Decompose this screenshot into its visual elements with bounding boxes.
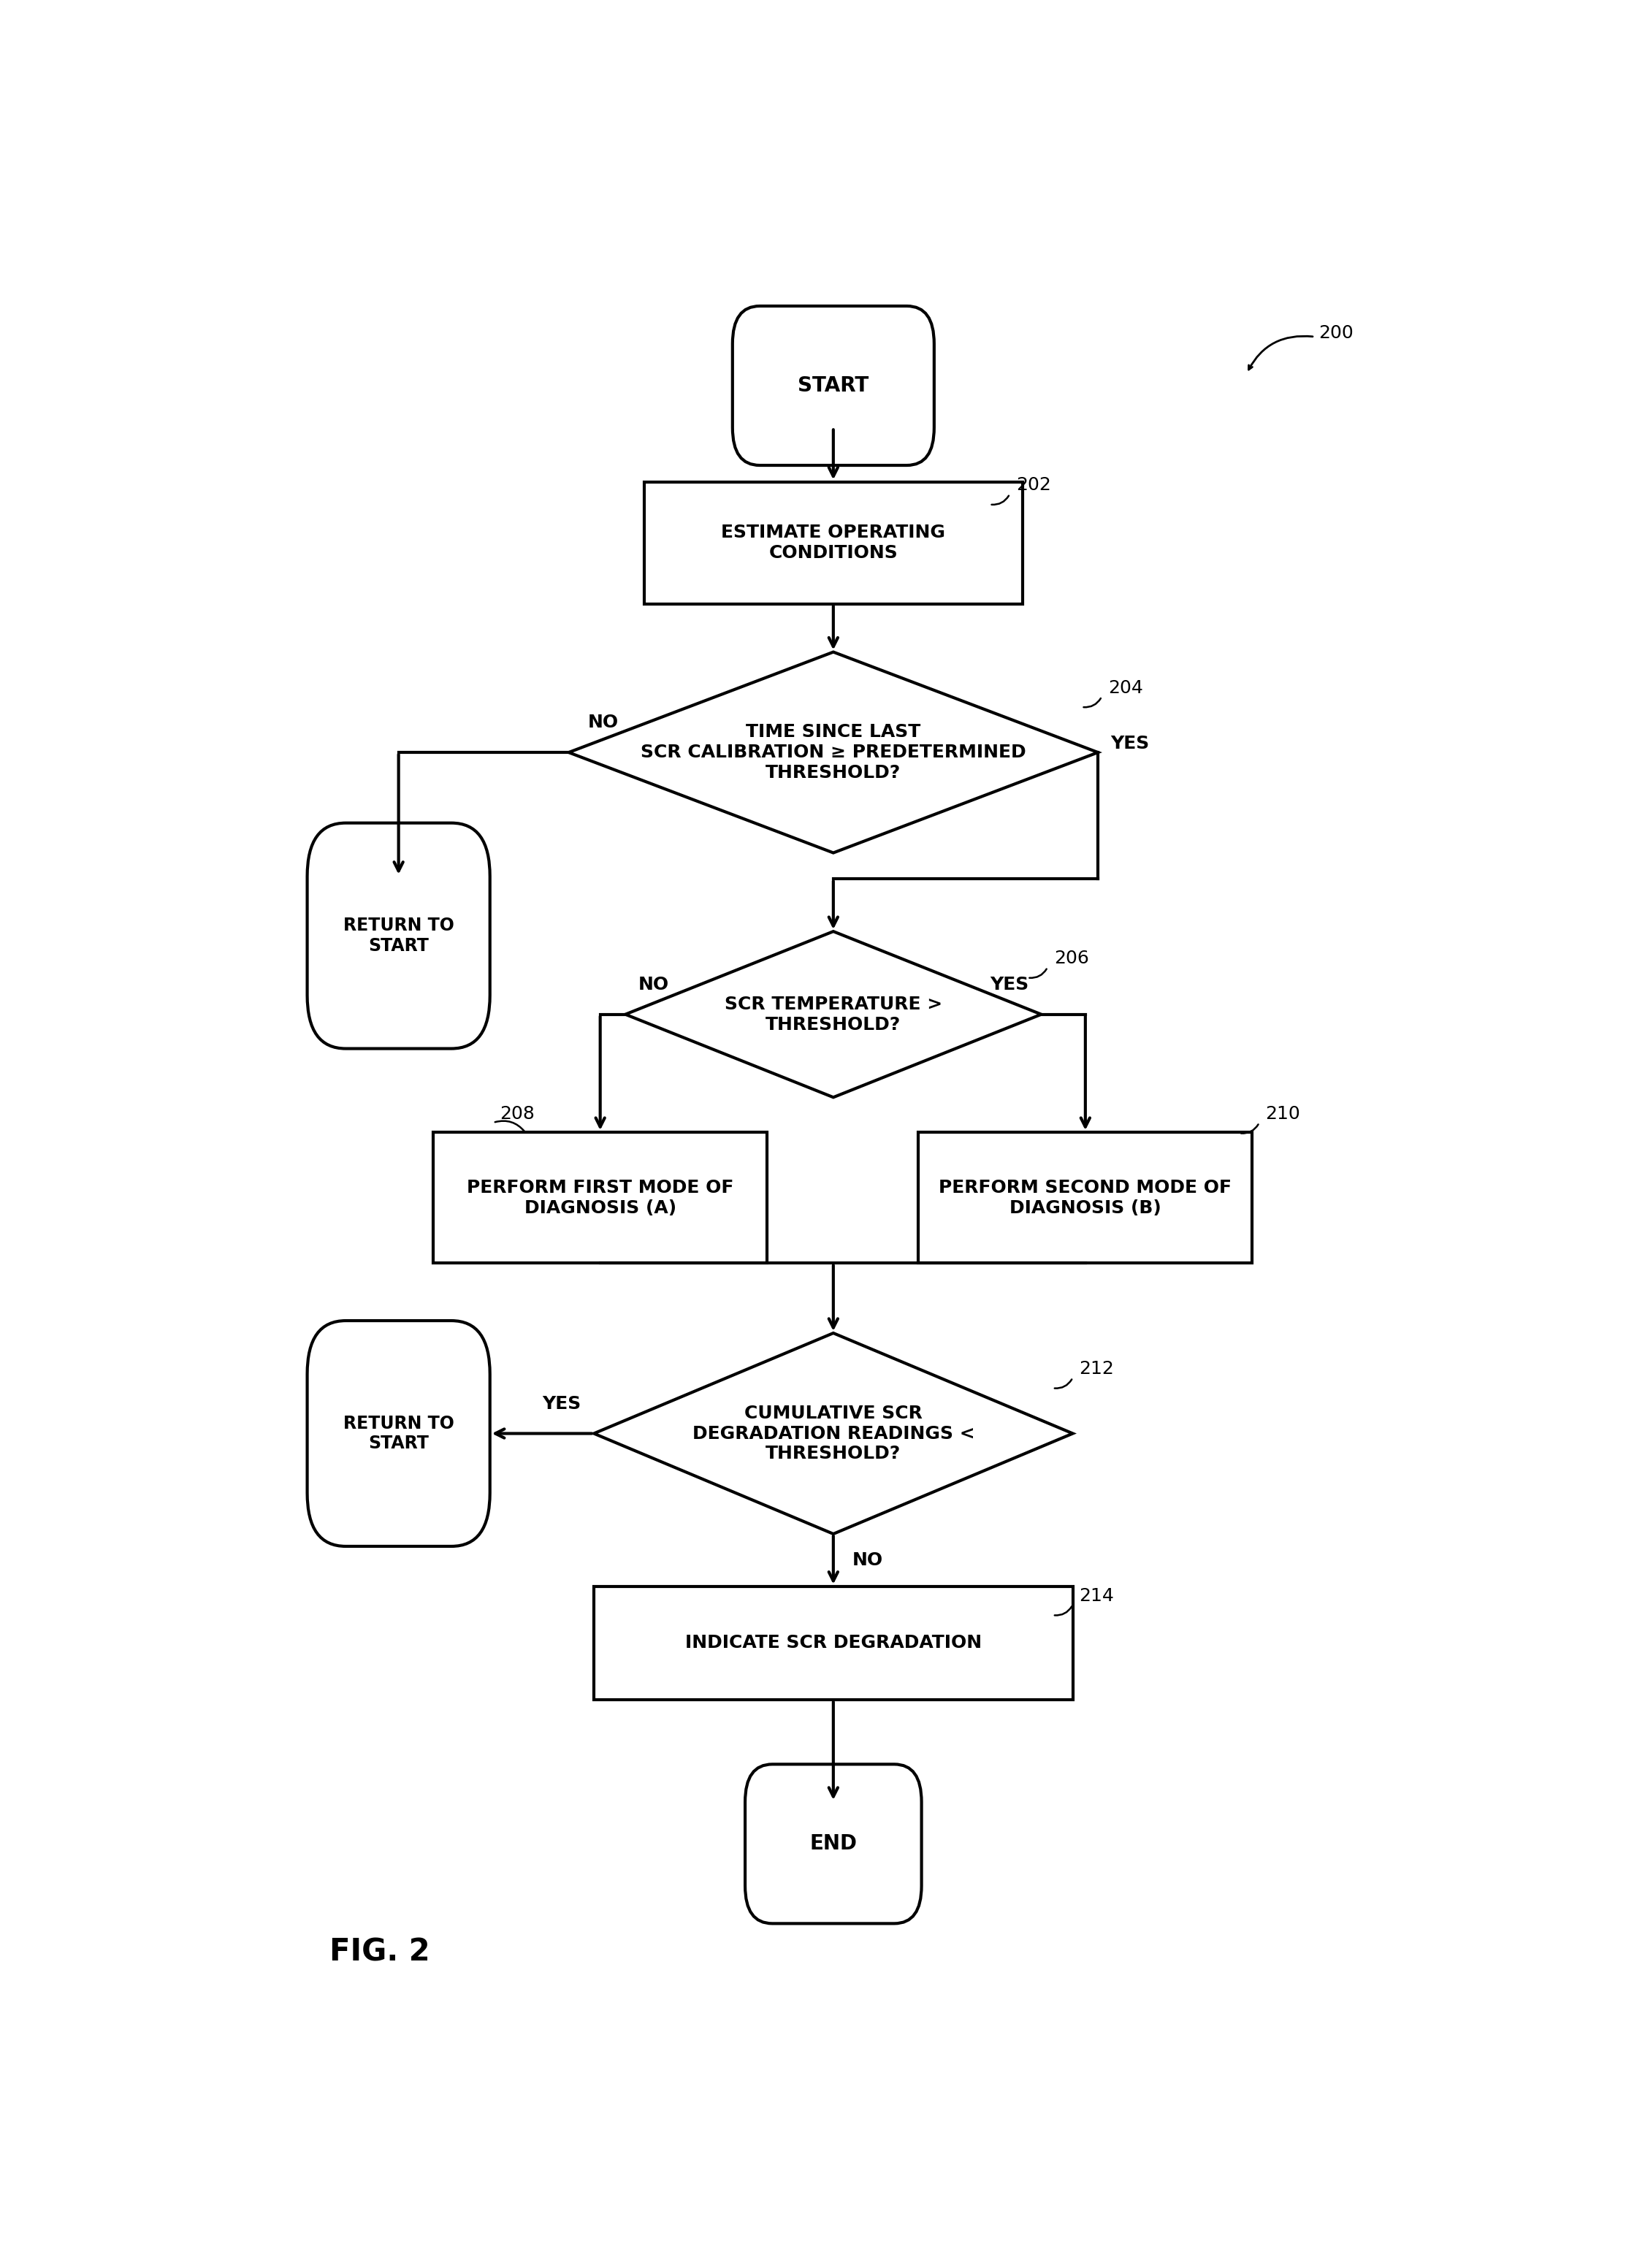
Text: RETURN TO
START: RETURN TO START bbox=[343, 1415, 454, 1452]
FancyBboxPatch shape bbox=[644, 481, 1023, 603]
Polygon shape bbox=[569, 651, 1098, 853]
FancyBboxPatch shape bbox=[433, 1132, 767, 1263]
Text: 214: 214 bbox=[1080, 1588, 1114, 1606]
FancyBboxPatch shape bbox=[307, 823, 489, 1048]
Text: FIG. 2: FIG. 2 bbox=[328, 1937, 429, 1969]
Text: 212: 212 bbox=[1080, 1361, 1114, 1377]
Text: NO: NO bbox=[637, 975, 668, 993]
FancyBboxPatch shape bbox=[593, 1585, 1073, 1699]
Text: PERFORM FIRST MODE OF
DIAGNOSIS (A): PERFORM FIRST MODE OF DIAGNOSIS (A) bbox=[467, 1179, 733, 1216]
Text: SCR TEMPERATURE >
THRESHOLD?: SCR TEMPERATURE > THRESHOLD? bbox=[725, 996, 941, 1034]
Text: NO: NO bbox=[587, 714, 618, 733]
Text: INDICATE SCR DEGRADATION: INDICATE SCR DEGRADATION bbox=[685, 1635, 982, 1651]
FancyBboxPatch shape bbox=[732, 306, 933, 465]
Text: TIME SINCE LAST
SCR CALIBRATION ≥ PREDETERMINED
THRESHOLD?: TIME SINCE LAST SCR CALIBRATION ≥ PREDET… bbox=[641, 723, 1026, 782]
Polygon shape bbox=[593, 1334, 1073, 1533]
Text: ESTIMATE OPERATING
CONDITIONS: ESTIMATE OPERATING CONDITIONS bbox=[722, 524, 945, 562]
Text: 206: 206 bbox=[1054, 950, 1089, 966]
Text: YES: YES bbox=[543, 1395, 582, 1413]
Text: RETURN TO
START: RETURN TO START bbox=[343, 916, 454, 955]
Text: 200: 200 bbox=[1319, 324, 1353, 342]
Polygon shape bbox=[626, 932, 1041, 1098]
Text: END: END bbox=[810, 1833, 857, 1855]
Text: 210: 210 bbox=[1265, 1105, 1301, 1123]
Text: YES: YES bbox=[990, 975, 1029, 993]
FancyBboxPatch shape bbox=[745, 1765, 922, 1923]
Text: 204: 204 bbox=[1107, 678, 1143, 696]
Text: 208: 208 bbox=[499, 1105, 535, 1123]
Text: PERFORM SECOND MODE OF
DIAGNOSIS (B): PERFORM SECOND MODE OF DIAGNOSIS (B) bbox=[938, 1179, 1233, 1216]
Text: YES: YES bbox=[1111, 735, 1150, 753]
FancyBboxPatch shape bbox=[307, 1320, 489, 1547]
Text: 202: 202 bbox=[1016, 476, 1050, 494]
Text: START: START bbox=[798, 376, 868, 397]
Text: NO: NO bbox=[852, 1551, 883, 1569]
FancyBboxPatch shape bbox=[919, 1132, 1252, 1263]
Text: CUMULATIVE SCR
DEGRADATION READINGS <
THRESHOLD?: CUMULATIVE SCR DEGRADATION READINGS < TH… bbox=[693, 1404, 974, 1463]
